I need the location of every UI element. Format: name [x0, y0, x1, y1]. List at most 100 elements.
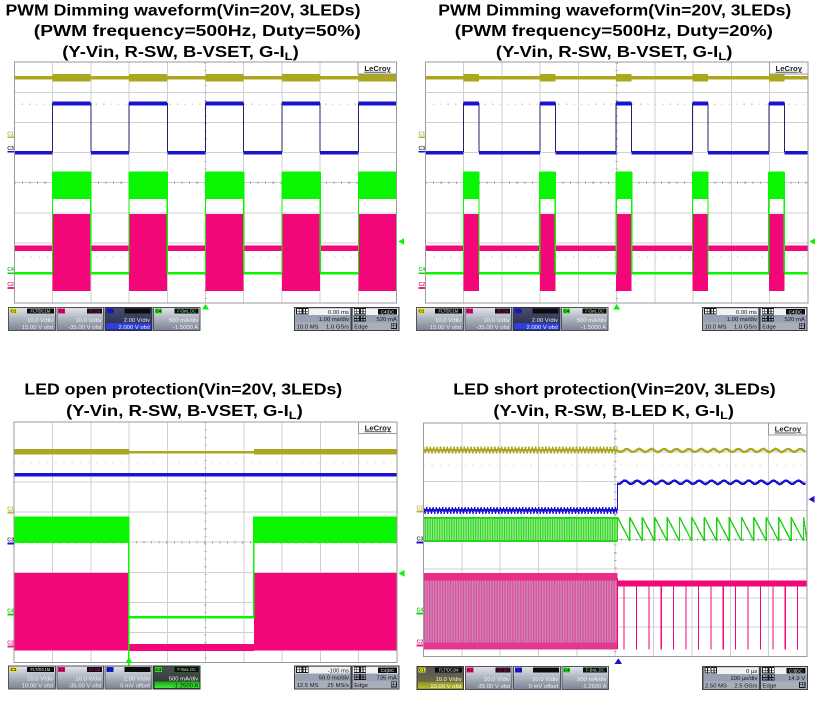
- svg-text:2.00 V/div: 2.00 V/div: [532, 318, 558, 324]
- svg-text:10.0 V/div: 10.0 V/div: [75, 676, 101, 682]
- svg-text:(Y-Vin, R-SW, B-LED K, G-IL): (Y-Vin, R-SW, B-LED K, G-I L): [493, 403, 733, 422]
- svg-text:C2: C2: [467, 668, 473, 673]
- svg-text:C3: C3: [419, 146, 426, 152]
- svg-text:0 mV offset: 0 mV offset: [120, 683, 150, 689]
- svg-text:25 MS/s: 25 MS/s: [327, 683, 349, 689]
- svg-text:C4: C4: [7, 609, 14, 615]
- svg-text:C3: C3: [7, 538, 14, 544]
- svg-text:C2: C2: [417, 640, 424, 646]
- svg-text:-35.00 V ofst: -35.00 V ofst: [68, 683, 102, 689]
- svg-text:50.0 ms/div: 50.0 ms/div: [319, 676, 349, 682]
- svg-text:15.00 V ofst: 15.00 V ofst: [430, 325, 462, 331]
- svg-text:DC1M: DC1M: [497, 668, 509, 673]
- svg-text:10.0 V/div: 10.0 V/div: [435, 318, 461, 324]
- svg-text:C2: C2: [467, 309, 473, 314]
- svg-text:500 mA/div: 500 mA/div: [169, 676, 199, 682]
- svg-text:C2: C2: [59, 667, 65, 672]
- svg-text:10.0 V/div: 10.0 V/div: [532, 677, 558, 683]
- svg-text:100 µs/div: 100 µs/div: [730, 676, 757, 682]
- svg-text:-1.2500 A: -1.2500 A: [173, 683, 198, 689]
- svg-text:Edge: Edge: [354, 325, 368, 331]
- svg-text:FLT/DC1M: FLT/DC1M: [30, 309, 50, 314]
- svg-text:500 mA/div: 500 mA/div: [577, 677, 607, 683]
- svg-text:14.9 V: 14.9 V: [788, 676, 805, 682]
- svg-text:FLT/DC1M: FLT/DC1M: [439, 668, 459, 673]
- svg-text:LeCroy: LeCroy: [365, 423, 392, 432]
- svg-text:-1.5000 A: -1.5000 A: [581, 325, 606, 331]
- svg-text:F-BwL DC: F-BwL DC: [177, 309, 196, 314]
- svg-text:Edge: Edge: [354, 683, 368, 689]
- svg-text:C3: C3: [107, 309, 113, 314]
- svg-text:735 mA: 735 mA: [376, 676, 396, 682]
- svg-text:10.0 MS: 10.0 MS: [297, 325, 319, 331]
- svg-text:C1: C1: [417, 506, 424, 512]
- svg-text:C2: C2: [59, 309, 65, 314]
- svg-text:C4: C4: [563, 309, 569, 314]
- svg-text:C1: C1: [7, 507, 14, 513]
- svg-text:Edge: Edge: [762, 325, 776, 331]
- svg-text:10.0 V/div: 10.0 V/div: [483, 318, 509, 324]
- svg-text:2.00 V/div: 2.00 V/div: [124, 676, 150, 682]
- svg-text:C3: C3: [107, 667, 113, 672]
- svg-text:10.0 V/div: 10.0 V/div: [484, 677, 510, 683]
- svg-text:C1: C1: [418, 309, 424, 314]
- svg-text:-35.00 V ofst: -35.00 V ofst: [477, 684, 511, 690]
- svg-text:10.00 V ofst: 10.00 V ofst: [430, 684, 462, 690]
- svg-text:2.00 V/div: 2.00 V/div: [124, 318, 150, 324]
- svg-text:(Y-Vin, R-SW, B-VSET, G-IL): (Y-Vin, R-SW, B-VSET, G-I L): [66, 403, 303, 422]
- svg-text:FLT/DC1M: FLT/DC1M: [438, 309, 458, 314]
- svg-text:500 mA/div: 500 mA/div: [577, 318, 607, 324]
- svg-text:C4: C4: [417, 608, 424, 614]
- svg-text:-1.5000 A: -1.5000 A: [173, 325, 198, 331]
- svg-text:C4: C4: [155, 667, 161, 672]
- svg-text:1.00 ms/div: 1.00 ms/div: [727, 317, 757, 323]
- svg-text:C3: C3: [417, 537, 424, 543]
- svg-text:PWM Dimming waveform(Vin=20V,: PWM Dimming waveform(Vin=20V, 3LEDs): [6, 2, 361, 19]
- svg-text:520 mA: 520 mA: [784, 317, 804, 323]
- svg-text:2.000 V ofst: 2.000 V ofst: [118, 325, 150, 331]
- svg-text:LeCroy: LeCroy: [364, 64, 391, 73]
- svg-text:2.000 V ofst: 2.000 V ofst: [526, 325, 558, 331]
- svg-text:10.0 V/div: 10.0 V/div: [435, 677, 461, 683]
- svg-text:C1: C1: [7, 131, 14, 137]
- svg-text:DC1M: DC1M: [497, 309, 509, 314]
- svg-text:C4: C4: [155, 309, 161, 314]
- svg-text:10.0 MS: 10.0 MS: [705, 325, 727, 331]
- svg-text:C4: C4: [419, 267, 426, 273]
- svg-text:10.0 V/div: 10.0 V/div: [27, 676, 53, 682]
- svg-text:15.00 V ofst: 15.00 V ofst: [22, 325, 54, 331]
- svg-text:1.0 GS/s: 1.0 GS/s: [734, 325, 757, 331]
- svg-text:-35.00 V ofst: -35.00 V ofst: [476, 325, 510, 331]
- svg-text:C2: C2: [7, 641, 14, 647]
- svg-text:520 mA: 520 mA: [376, 317, 396, 323]
- svg-text:1.0 GS/s: 1.0 GS/s: [326, 325, 349, 331]
- svg-text:C1: C1: [419, 668, 425, 673]
- svg-text:LED open protection(Vin=20V, 3: LED open protection(Vin=20V, 3LEDs): [24, 381, 342, 398]
- svg-text:0.00 ms: 0.00 ms: [328, 310, 349, 316]
- svg-text:C2: C2: [419, 282, 426, 288]
- svg-text:2.5 GS/s: 2.5 GS/s: [734, 684, 757, 690]
- svg-text:F-BwL DC: F-BwL DC: [177, 667, 196, 672]
- svg-text:PWM Dimming waveform(Vin=20V,: PWM Dimming waveform(Vin=20V, 3LEDs): [438, 2, 791, 19]
- svg-text:C2: C2: [7, 282, 14, 288]
- svg-text:C3: C3: [7, 146, 14, 152]
- svg-text:F-BwL DC: F-BwL DC: [586, 668, 605, 673]
- svg-text:C4: C4: [7, 267, 14, 273]
- svg-text:LeCroy: LeCroy: [775, 425, 802, 434]
- svg-text:0 µs: 0 µs: [746, 669, 757, 675]
- svg-text:10.00 V ofst: 10.00 V ofst: [22, 683, 54, 689]
- svg-text:LeCroy: LeCroy: [776, 64, 803, 73]
- svg-text:C4|DC: C4|DC: [789, 310, 803, 315]
- svg-text:C3: C3: [515, 309, 521, 314]
- svg-text:C3: C3: [515, 668, 521, 673]
- svg-text:0.00 ms: 0.00 ms: [736, 310, 757, 316]
- svg-text:DC1M: DC1M: [89, 309, 101, 314]
- svg-text:(PWM frequency=500Hz, Duty=50%: (PWM frequency=500Hz, Duty=50%): [34, 23, 361, 40]
- svg-text:10.0 V/div: 10.0 V/div: [75, 318, 101, 324]
- svg-text:DC1M: DC1M: [89, 667, 101, 672]
- svg-text:(Y-Vin, R-SW, B-VSET, G-IL): (Y-Vin, R-SW, B-VSET, G-I L): [62, 44, 299, 63]
- svg-text:LED short protection(Vin=20V,: LED short protection(Vin=20V, 3LEDs): [453, 382, 775, 399]
- svg-text:-35.00 V ofst: -35.00 V ofst: [68, 325, 102, 331]
- svg-text:C1: C1: [419, 131, 426, 137]
- svg-text:C4|DC: C4|DC: [381, 310, 395, 315]
